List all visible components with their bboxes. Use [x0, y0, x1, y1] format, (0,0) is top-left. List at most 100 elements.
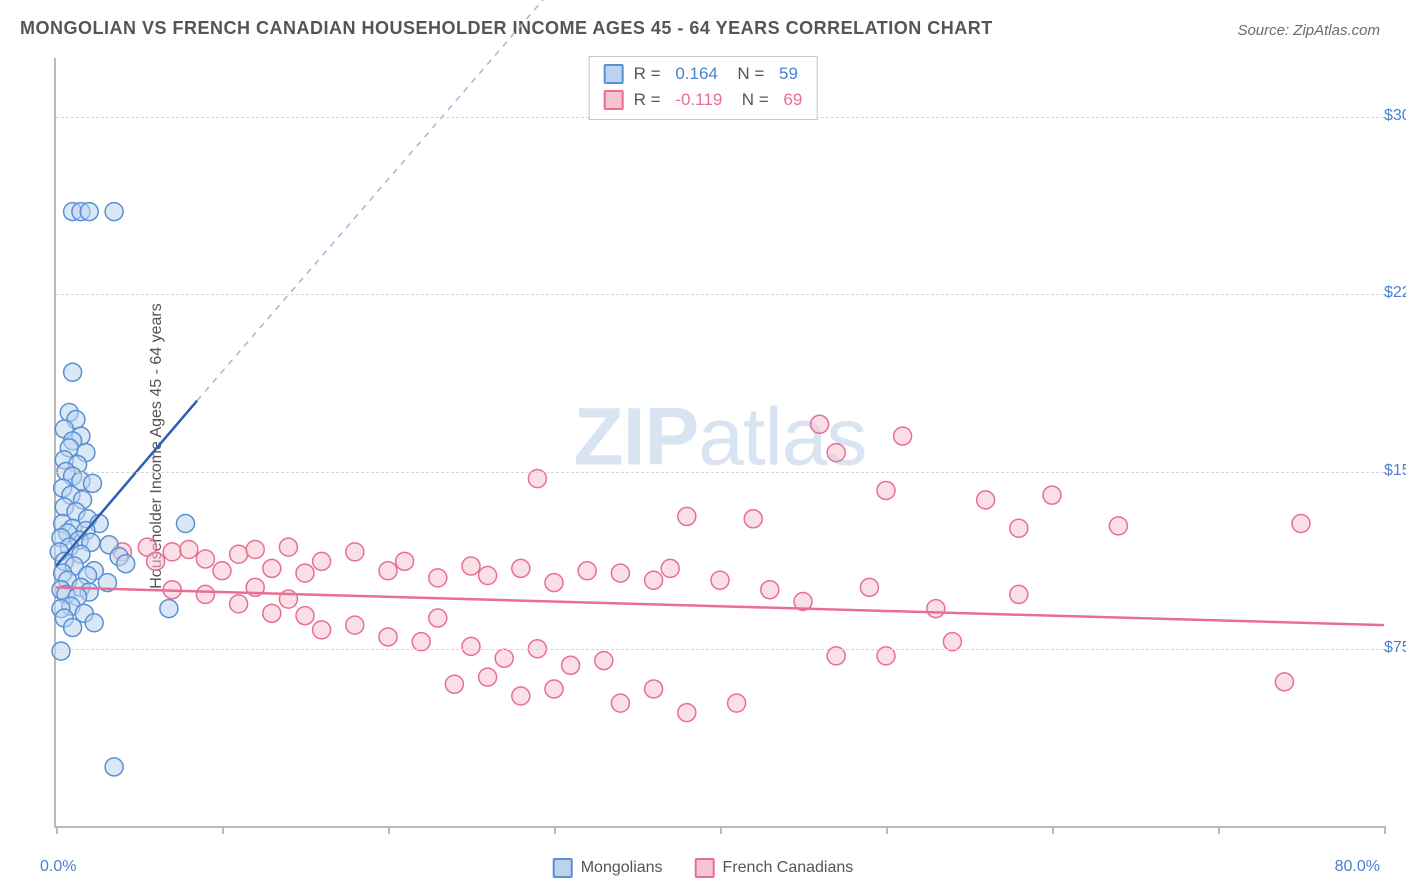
data-point-french-canadians [346, 543, 364, 561]
data-point-mongolians [117, 555, 135, 573]
data-point-mongolians [52, 642, 70, 660]
data-point-french-canadians [379, 562, 397, 580]
data-point-french-canadians [645, 571, 663, 589]
data-point-french-canadians [1010, 519, 1028, 537]
y-tick-label: $150,000 [1384, 462, 1406, 480]
data-point-french-canadians [728, 694, 746, 712]
data-point-french-canadians [479, 567, 497, 585]
data-point-mongolians [64, 619, 82, 637]
data-point-french-canadians [894, 427, 912, 445]
data-point-french-canadians [230, 595, 248, 613]
y-tick-label: $225,000 [1384, 284, 1406, 302]
swatch-mongolians-icon [604, 64, 624, 84]
x-tick [1218, 826, 1220, 834]
x-tick [720, 826, 722, 834]
series-legend: Mongolians French Canadians [553, 858, 854, 878]
x-tick [886, 826, 888, 834]
data-point-french-canadians [263, 604, 281, 622]
x-tick [388, 826, 390, 834]
data-point-french-canadians [611, 564, 629, 582]
y-tick-label: $75,000 [1384, 639, 1406, 657]
data-point-french-canadians [313, 621, 331, 639]
data-point-french-canadians [180, 541, 198, 559]
data-point-french-canadians [1010, 585, 1028, 603]
data-point-french-canadians [296, 607, 314, 625]
legend-label-mongolians: Mongolians [581, 859, 663, 877]
data-point-french-canadians [811, 415, 829, 433]
data-point-french-canadians [313, 552, 331, 570]
data-point-french-canadians [827, 444, 845, 462]
data-point-french-canadians [462, 557, 480, 575]
data-point-french-canadians [147, 552, 165, 570]
data-point-mongolians [105, 203, 123, 221]
data-point-mongolians [85, 614, 103, 632]
data-point-french-canadians [1109, 517, 1127, 535]
legend-item-mongolians: Mongolians [553, 858, 663, 878]
data-point-french-canadians [495, 649, 513, 667]
data-point-mongolians [160, 600, 178, 618]
legend-r-label: R = [634, 87, 666, 113]
correlation-legend: R = 0.164 N = 59 R = -0.119 N = 69 [589, 56, 818, 120]
legend-row-french-canadians: R = -0.119 N = 69 [604, 87, 803, 113]
swatch-french-canadians-icon [695, 858, 715, 878]
data-point-french-canadians [462, 637, 480, 655]
source-label: Source: ZipAtlas.com [1237, 22, 1380, 39]
data-point-french-canadians [163, 543, 181, 561]
data-point-french-canadians [429, 569, 447, 587]
y-tick-label: $300,000 [1384, 107, 1406, 125]
data-point-mongolians [84, 474, 102, 492]
data-point-french-canadians [479, 668, 497, 686]
data-point-french-canadians [429, 609, 447, 627]
data-point-french-canadians [445, 675, 463, 693]
data-point-french-canadians [744, 510, 762, 528]
x-tick [1052, 826, 1054, 834]
chart-title: MONGOLIAN VS FRENCH CANADIAN HOUSEHOLDER… [20, 18, 993, 39]
data-point-french-canadians [761, 581, 779, 599]
data-point-french-canadians [877, 481, 895, 499]
data-point-french-canadians [246, 541, 264, 559]
gridline [56, 294, 1384, 295]
data-point-french-canadians [977, 491, 995, 509]
plot-svg [56, 58, 1384, 826]
data-point-french-canadians [1292, 515, 1310, 533]
data-point-french-canadians [562, 656, 580, 674]
data-point-french-canadians [611, 694, 629, 712]
x-tick [222, 826, 224, 834]
data-point-french-canadians [927, 600, 945, 618]
data-point-french-canadians [1043, 486, 1061, 504]
data-point-french-canadians [578, 562, 596, 580]
data-point-french-canadians [595, 652, 613, 670]
data-point-french-canadians [279, 538, 297, 556]
data-point-french-canadians [645, 680, 663, 698]
legend-r-value-mongolians: 0.164 [675, 61, 718, 87]
legend-item-french-canadians: French Canadians [695, 858, 854, 878]
data-point-french-canadians [661, 559, 679, 577]
data-point-french-canadians [1275, 673, 1293, 691]
data-point-mongolians [80, 203, 98, 221]
trend-line [56, 587, 1384, 625]
data-point-french-canadians [379, 628, 397, 646]
legend-row-mongolians: R = 0.164 N = 59 [604, 61, 803, 87]
data-point-french-canadians [512, 687, 530, 705]
data-point-french-canadians [512, 559, 530, 577]
gridline [56, 649, 1384, 650]
swatch-mongolians-icon [553, 858, 573, 878]
plot-area: ZIPatlas $75,000$150,000$225,000$300,000 [54, 58, 1384, 828]
data-point-french-canadians [263, 559, 281, 577]
data-point-french-canadians [346, 616, 364, 634]
data-point-french-canadians [545, 574, 563, 592]
x-axis-label-max: 80.0% [1335, 858, 1380, 876]
data-point-mongolians [105, 758, 123, 776]
data-point-mongolians [176, 515, 194, 533]
data-point-french-canadians [230, 545, 248, 563]
gridline [56, 472, 1384, 473]
legend-r-label: R = [634, 61, 666, 87]
data-point-french-canadians [711, 571, 729, 589]
legend-n-label: N = [728, 61, 769, 87]
x-tick [56, 826, 58, 834]
data-point-french-canadians [678, 507, 696, 525]
legend-n-value-mongolians: 59 [779, 61, 798, 87]
data-point-french-canadians [396, 552, 414, 570]
legend-r-value-french-canadians: -0.119 [675, 87, 722, 113]
swatch-french-canadians-icon [604, 90, 624, 110]
